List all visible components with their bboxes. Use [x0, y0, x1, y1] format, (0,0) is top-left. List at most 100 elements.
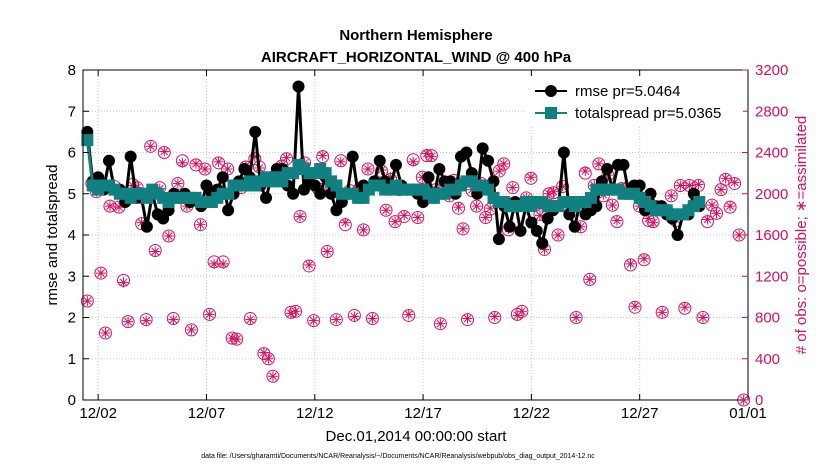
- obs-possible-marker: [320, 245, 334, 258]
- y2-axis-label: # of obs: o=possible; ∗=assimilated: [793, 116, 810, 355]
- obs-possible-marker: [655, 305, 669, 319]
- obs-assimilated-stroke: [169, 315, 178, 324]
- line-series: [81, 80, 706, 250]
- obs-assimilated-stroke: [726, 202, 734, 210]
- obs-assimilated-stroke: [305, 261, 313, 269]
- obs-possible-marker: [193, 218, 207, 232]
- obs-assimilated-marker: [304, 259, 315, 270]
- obs-assimilated-marker: [453, 202, 464, 213]
- obs-assimilated-stroke: [210, 260, 218, 268]
- obs-assimilated-marker: [702, 214, 713, 225]
- obs-possible-marker: [569, 311, 583, 324]
- obs-assimilated-stroke: [142, 316, 151, 325]
- obs-possible-marker: [103, 199, 117, 213]
- obs-assimilated-marker: [100, 327, 111, 338]
- obs-assimilated-marker: [697, 312, 708, 323]
- obs-assimilated-marker: [580, 166, 591, 177]
- obs-assimilated-marker: [358, 224, 369, 235]
- rmse-point: [390, 158, 403, 171]
- obs-assimilated-marker: [421, 148, 432, 159]
- rmse-point: [433, 163, 446, 175]
- obs-assimilated-marker: [498, 158, 509, 169]
- rmse-point: [422, 171, 435, 184]
- obs-assimilated-marker: [548, 186, 559, 197]
- obs-assimilated-marker: [390, 216, 401, 227]
- obs-assimilated-stroke: [631, 302, 639, 311]
- y-tick-label: 2: [68, 310, 76, 327]
- obs-assimilated-marker: [489, 311, 500, 322]
- obs-assimilated-stroke: [667, 191, 676, 200]
- obs-assimilated-stroke: [680, 303, 689, 312]
- y-tick-label: 5: [68, 186, 76, 203]
- y2-tick-label: 800: [755, 310, 780, 327]
- obs-assimilated-marker: [159, 146, 170, 157]
- obs-assimilated-stroke: [174, 179, 182, 188]
- obs-possible-marker: [515, 304, 529, 318]
- obs-assimilated-marker: [362, 164, 373, 174]
- obs-assimilated-marker: [706, 200, 717, 211]
- rmse-point: [568, 220, 581, 233]
- y2-tick-label: 2000: [755, 186, 788, 203]
- obs-possible-marker: [479, 210, 493, 224]
- obs-assimilated-stroke: [214, 157, 223, 166]
- obs-assimilated-marker: [679, 302, 690, 313]
- obs-assimilated-stroke: [219, 260, 227, 268]
- obs-assimilated-marker: [403, 309, 414, 320]
- obs-assimilated-marker: [172, 178, 183, 189]
- rmse-point: [140, 220, 153, 233]
- obs-assimilated-marker: [412, 212, 423, 223]
- obs-assimilated-stroke: [400, 211, 409, 220]
- obs-possible-marker: [433, 317, 447, 331]
- obs-assimilated-marker: [104, 201, 115, 212]
- chart-subtitle: AIRCRAFT_HORIZONTAL_WIND @ 400 hPa: [261, 49, 572, 66]
- obs-assimilated-stroke: [106, 202, 114, 210]
- obs-assimilated-stroke: [422, 149, 431, 158]
- obs-possible-marker: [361, 162, 375, 176]
- obs-assimilated-marker: [245, 314, 256, 325]
- y2-tick-label: 2800: [755, 103, 788, 120]
- obs-assimilated-marker: [584, 274, 595, 285]
- y2-tick-label: 0: [755, 392, 763, 409]
- obs-assimilated-stroke: [205, 310, 214, 319]
- obs-possible-marker: [696, 311, 710, 324]
- obs-assimilated-stroke: [685, 181, 694, 190]
- obs-assimilated-stroke: [572, 313, 581, 322]
- obs-possible-marker: [411, 210, 425, 224]
- rmse-point: [260, 191, 273, 204]
- obs-assimilated-marker: [516, 306, 527, 317]
- obs-assimilated-marker: [317, 150, 328, 161]
- obs-assimilated-marker: [141, 315, 152, 326]
- obs-assimilated-stroke: [160, 147, 169, 156]
- rmse-point: [222, 204, 235, 217]
- y-tick-label: 8: [68, 62, 76, 79]
- obs-assimilated-marker: [82, 296, 93, 306]
- obs-assimilated-stroke: [463, 314, 472, 323]
- obs-assimilated-stroke: [404, 310, 413, 319]
- obs-assimilated-stroke: [336, 157, 345, 166]
- obs-assimilated-stroke: [119, 278, 128, 287]
- obs-assimilated-marker: [308, 315, 319, 326]
- y2-tick-label: 3200: [755, 62, 788, 79]
- obs-assimilated-stroke: [536, 211, 544, 220]
- y-tick-label: 0: [68, 392, 76, 409]
- obs-assimilated-stroke: [626, 260, 635, 268]
- y-axis-right: 0 400 800 1200 1600 2000 2400 2800 3200: [742, 62, 788, 409]
- obs-assimilated-marker: [349, 311, 360, 322]
- obs-assimilated-stroke: [391, 217, 399, 226]
- obs-possible-marker: [456, 222, 470, 236]
- obs-assimilated-stroke: [712, 209, 721, 218]
- rmse-point: [460, 146, 473, 159]
- obs-assimilated-marker: [725, 201, 736, 212]
- x-tick-label: 12/02: [79, 405, 117, 422]
- obs-assimilated-stroke: [146, 142, 155, 151]
- obs-assimilated-marker: [426, 151, 437, 162]
- y2-tick-label: 1600: [755, 227, 788, 244]
- obs-assimilated-marker: [507, 182, 518, 193]
- obs-assimilated-stroke: [264, 354, 273, 363]
- obs-assimilated-marker: [553, 230, 564, 240]
- obs-assimilated-stroke: [708, 201, 716, 209]
- obs-assimilated-stroke: [527, 173, 535, 182]
- obs-assimilated-stroke: [223, 165, 232, 173]
- obs-possible-marker: [203, 307, 217, 321]
- rmse-point: [102, 154, 115, 167]
